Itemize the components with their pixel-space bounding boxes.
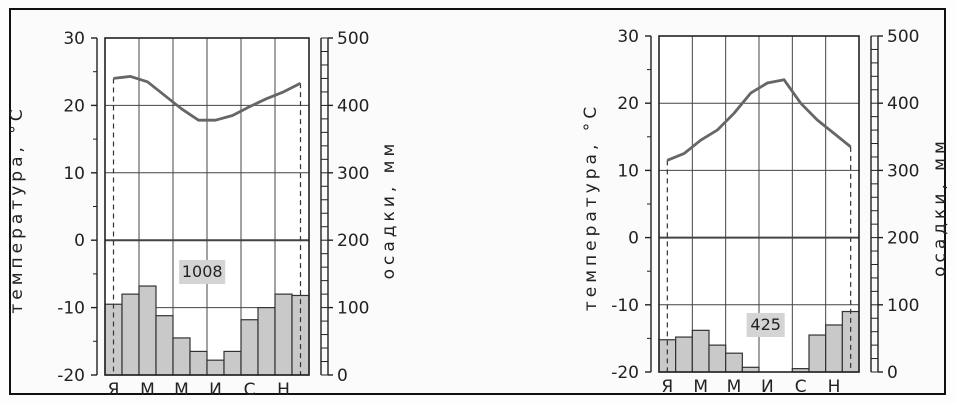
right-tick-label: 200 (887, 229, 919, 249)
left-tick-label: 30 (63, 29, 85, 49)
right-tick-label: 200 (337, 231, 369, 251)
annual-precip-label: 1008 (182, 262, 223, 281)
annual-precip-box (179, 260, 226, 284)
temperature-line (113, 75, 302, 122)
left-tick-label: 0 (628, 229, 639, 249)
left-tick-label: 0 (74, 231, 85, 251)
right-tick-label: 300 (337, 164, 369, 184)
right-tick-label: 400 (887, 94, 919, 114)
precip-bar (808, 334, 827, 373)
precip-bar (708, 344, 727, 373)
month-label: Н (277, 380, 290, 400)
precip-bar (675, 336, 693, 373)
left-tick-label: 10 (63, 164, 85, 184)
left-tick-label: -10 (57, 299, 85, 319)
precip-bar (725, 352, 743, 373)
month-label: Я (108, 380, 120, 400)
plot-frame (104, 37, 310, 376)
annual-precip-box (746, 313, 785, 337)
month-label: И (209, 380, 222, 400)
right-tick-label: 500 (887, 27, 919, 47)
right-tick-label: 100 (337, 299, 369, 319)
month-label: Я (661, 377, 673, 397)
left-tick-label: -10 (611, 296, 639, 316)
right-tick-label: 500 (337, 29, 369, 49)
left-axis-title: температура, °С (581, 103, 601, 311)
left-axis-title: температура, °С (7, 105, 27, 313)
right-tick-label: 400 (337, 96, 369, 116)
month-label: М (693, 377, 708, 397)
month-label: М (727, 377, 742, 397)
month-label: Н (828, 377, 841, 397)
right-tick-label: 100 (887, 296, 919, 316)
right-tick-label: 0 (887, 363, 898, 383)
right-axis-title: осадки, мм (379, 140, 399, 280)
left-tick-label: -20 (57, 366, 85, 386)
month-label: С (795, 377, 807, 397)
precip-bar (691, 329, 710, 373)
right-tick-label: 0 (337, 366, 348, 386)
right-axis-title: осадки, мм (930, 137, 950, 277)
precip-bar (825, 324, 843, 373)
month-label: М (174, 380, 189, 400)
month-label: И (761, 377, 774, 397)
right-tick-label: 300 (887, 161, 919, 181)
left-tick-label: -20 (611, 363, 639, 383)
month-label: М (140, 380, 155, 400)
temperature-line (666, 78, 852, 162)
month-label: С (244, 380, 256, 400)
annual-precip-label: 425 (750, 315, 781, 334)
plot-frame (658, 35, 860, 373)
left-tick-label: 20 (617, 94, 639, 114)
left-tick-label: 30 (617, 27, 639, 47)
left-tick-label: 10 (617, 161, 639, 181)
left-tick-label: 20 (63, 96, 85, 116)
